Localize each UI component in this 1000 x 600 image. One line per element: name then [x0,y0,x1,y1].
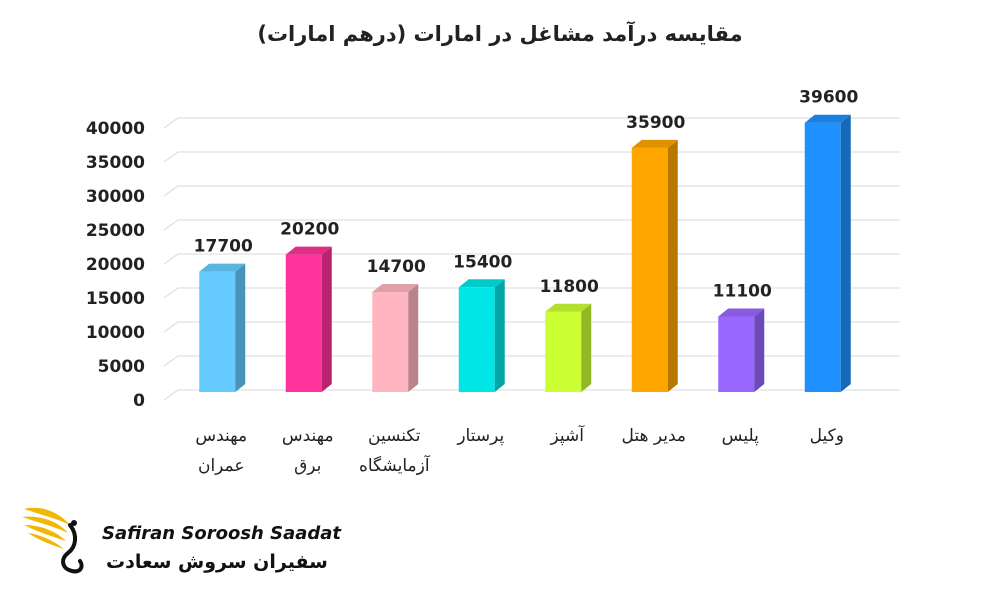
gridline [163,355,900,367]
gridline [163,253,900,265]
y-axis-ticks: 0 5000 10000 15000 20000 25000 30000 35000 40000 [86,119,145,411]
bar-top [631,139,678,148]
data-label: 11100 [713,282,772,302]
bars [199,114,851,392]
data-label: 20200 [280,220,339,240]
bar-side [754,308,765,392]
x-tick-label: پلیس [722,426,759,446]
gridline [163,185,900,197]
data-label: 14700 [367,257,426,277]
x-tick-label: مهندس [195,426,247,446]
x-tick-label: وکیل [810,426,844,446]
data-labels: 17700 20200 14700 15400 11800 35900 11100 39600 [194,88,859,302]
y-tick-label: 10000 [86,323,145,343]
bar-top [718,308,765,317]
x-tick-label: برق [294,456,321,476]
y-tick-label: 15000 [86,289,145,309]
bar-top [458,279,505,288]
chart-title: مقایسه درآمد مشاغل در امارات (درهم امارا… [257,22,743,46]
gridline [163,117,900,129]
data-label: 17700 [194,237,253,257]
logo-english-text: Safiran Soroosh Saadat [102,523,342,544]
x-axis-labels: مهندس عمران مهندس برق تکنسین آزمایشگاه پرستار آ… [195,424,844,476]
bar [804,122,841,392]
y-tick-label: 5000 [98,357,145,377]
gridline [163,287,900,299]
bar-side [235,263,246,392]
x-tick-label: عمران [198,456,245,476]
company-logo: Safiran Soroosh Saadat سفیران سروش سعادت [18,495,341,585]
data-label: 39600 [799,88,858,108]
data-label: 15400 [453,252,512,272]
y-tick-label: 40000 [86,119,145,139]
y-tick-label: 20000 [86,255,145,275]
gridline [163,321,900,333]
gridline [163,151,900,163]
y-tick-label: 0 [133,391,145,411]
gridline [163,389,900,401]
data-label: 35900 [626,113,685,133]
y-tick-label: 25000 [86,221,145,241]
bar-top [545,303,592,312]
logo-persian-text: سفیران سروش سعادت [106,551,328,573]
bar-side [581,303,592,392]
x-tick-label: آزمایشگاه [359,454,431,476]
bar [718,316,755,392]
bar-side [321,246,332,392]
bar-top [285,246,332,255]
bar-top [372,284,419,293]
data-label: 11800 [540,277,599,297]
y-tick-label: 35000 [86,153,145,173]
phoenix-logo-icon [22,507,84,574]
x-tick-label: مهندس [282,426,334,446]
y-tick-label: 30000 [86,187,145,207]
bar-side [494,279,505,392]
bar [199,271,236,392]
x-tick-label: پرستار [456,426,504,446]
x-tick-label: آشپز [550,424,586,446]
bar [458,287,495,392]
bar-side [408,284,419,392]
bar [545,311,582,392]
bar-top [199,263,246,272]
bar [372,292,409,392]
bar-side [667,139,678,392]
bar [631,147,668,392]
bar [285,254,322,392]
bar-top [804,114,851,123]
x-tick-label: مدیر هتل [621,426,686,446]
bar-side [840,114,851,392]
gridline [163,219,900,231]
x-tick-label: تکنسین [368,426,421,446]
gridlines [163,117,900,401]
